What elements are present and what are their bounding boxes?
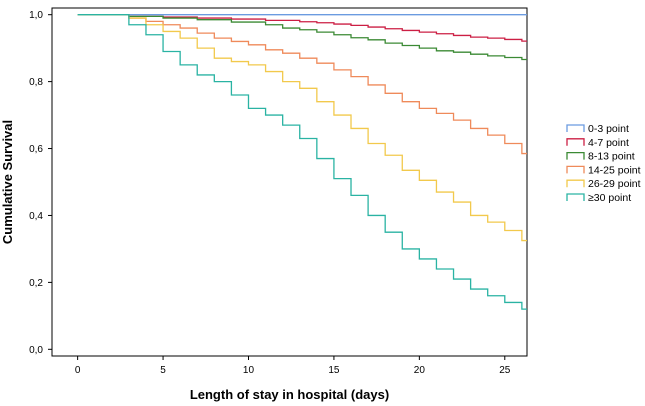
legend-label: 26-29 point: [588, 178, 641, 190]
legend-label: 4-7 point: [588, 137, 629, 149]
axes: 0 5 10 15 20 25 0,0 0,2 0,4 0,6 0,8 1,0: [29, 10, 511, 376]
legend-label: 0-3 point: [588, 123, 629, 135]
x-tick-label: 20: [414, 365, 426, 376]
legend-item: 4-7 point: [566, 137, 629, 149]
y-tick-label: 0,8: [29, 77, 43, 88]
series-line-3: [77, 14, 527, 155]
y-tick-label: 0,0: [29, 345, 43, 356]
series-line-1: [77, 14, 527, 42]
y-tick-label: 1,0: [29, 10, 43, 21]
x-tick-label: 5: [160, 365, 166, 376]
legend-item: 14-25 point: [566, 164, 641, 176]
legend-swatch: [566, 193, 585, 201]
legend-swatch: [566, 151, 585, 160]
legend-item: ≥30 point: [566, 192, 631, 204]
legend-swatch: [566, 124, 585, 132]
series-line-5: [77, 14, 527, 310]
legend-label: 14-25 point: [588, 164, 641, 176]
legend-swatch: [566, 138, 585, 146]
plot-frame: [51, 7, 528, 357]
plot-area: [51, 7, 528, 357]
series-layer: [77, 14, 527, 310]
legend-swatch: [566, 179, 585, 188]
x-tick-label: 15: [328, 365, 340, 376]
series-line-4: [77, 14, 527, 242]
y-axis-title: Cumulative Survival: [0, 120, 15, 244]
y-tick-label: 0,4: [29, 211, 43, 222]
legend-label: 8-13 point: [588, 151, 635, 163]
y-tick-label: 0,2: [29, 278, 43, 289]
x-axis-title: Length of stay in hospital (days): [190, 387, 389, 402]
x-tick-label: 25: [499, 365, 511, 376]
series-line-2: [77, 14, 527, 61]
x-tick-label: 0: [75, 365, 81, 376]
legend-item: 8-13 point: [566, 151, 635, 163]
y-tick-label: 0,6: [29, 144, 43, 155]
legend-item: 0-3 point: [566, 123, 629, 135]
x-tick-label: 10: [243, 365, 255, 376]
legend-label: ≥30 point: [588, 192, 631, 204]
legend-item: 26-29 point: [566, 178, 641, 190]
legend-swatch: [566, 165, 585, 174]
